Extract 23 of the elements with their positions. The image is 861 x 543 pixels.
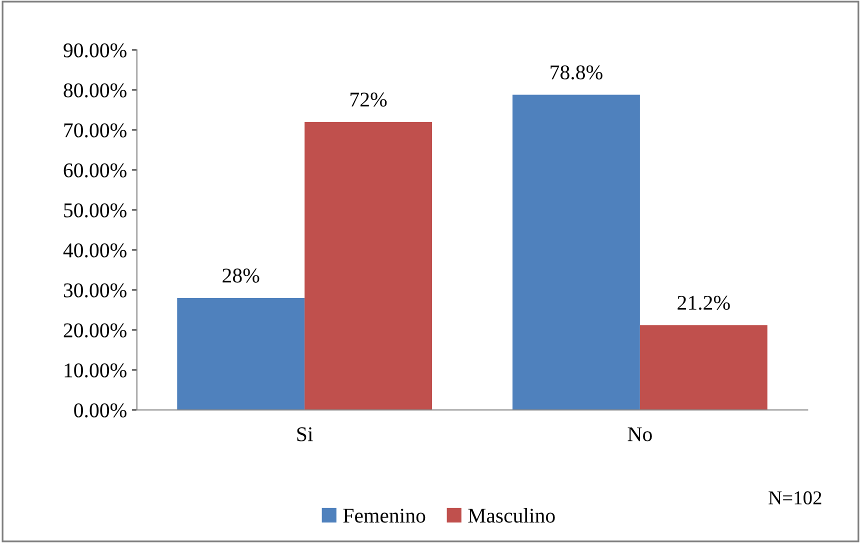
text: N=102 (768, 491, 822, 504)
data-label: 72% (350, 92, 387, 107)
bar (177, 298, 305, 410)
y-tick-label: 70.00% (64, 123, 126, 138)
y-tick-label: 90.00% (64, 43, 126, 58)
legend-label: Masculino (468, 508, 555, 523)
data-label: 21.2% (678, 296, 730, 310)
y-tick-label: 0.00% (74, 403, 126, 418)
y-tick-label: 10.00% (64, 363, 126, 378)
y-tick-label: 50.00% (64, 203, 126, 218)
bar (640, 325, 768, 410)
x-tick-label: No (628, 427, 652, 442)
legend-label: Femenino (343, 508, 426, 523)
y-tick-label: 20.00% (64, 323, 126, 338)
bar (512, 94, 640, 410)
data-label: 78.8% (550, 65, 602, 80)
bar (304, 122, 432, 410)
y-tick-label: 30.00% (64, 283, 126, 298)
x-tick-label: Si (297, 427, 313, 442)
y-tick-label: 80.00% (64, 83, 126, 98)
y-tick-label: 60.00% (64, 163, 126, 178)
y-tick-label: 40.00% (63, 243, 126, 258)
data-label: 28% (222, 268, 260, 283)
